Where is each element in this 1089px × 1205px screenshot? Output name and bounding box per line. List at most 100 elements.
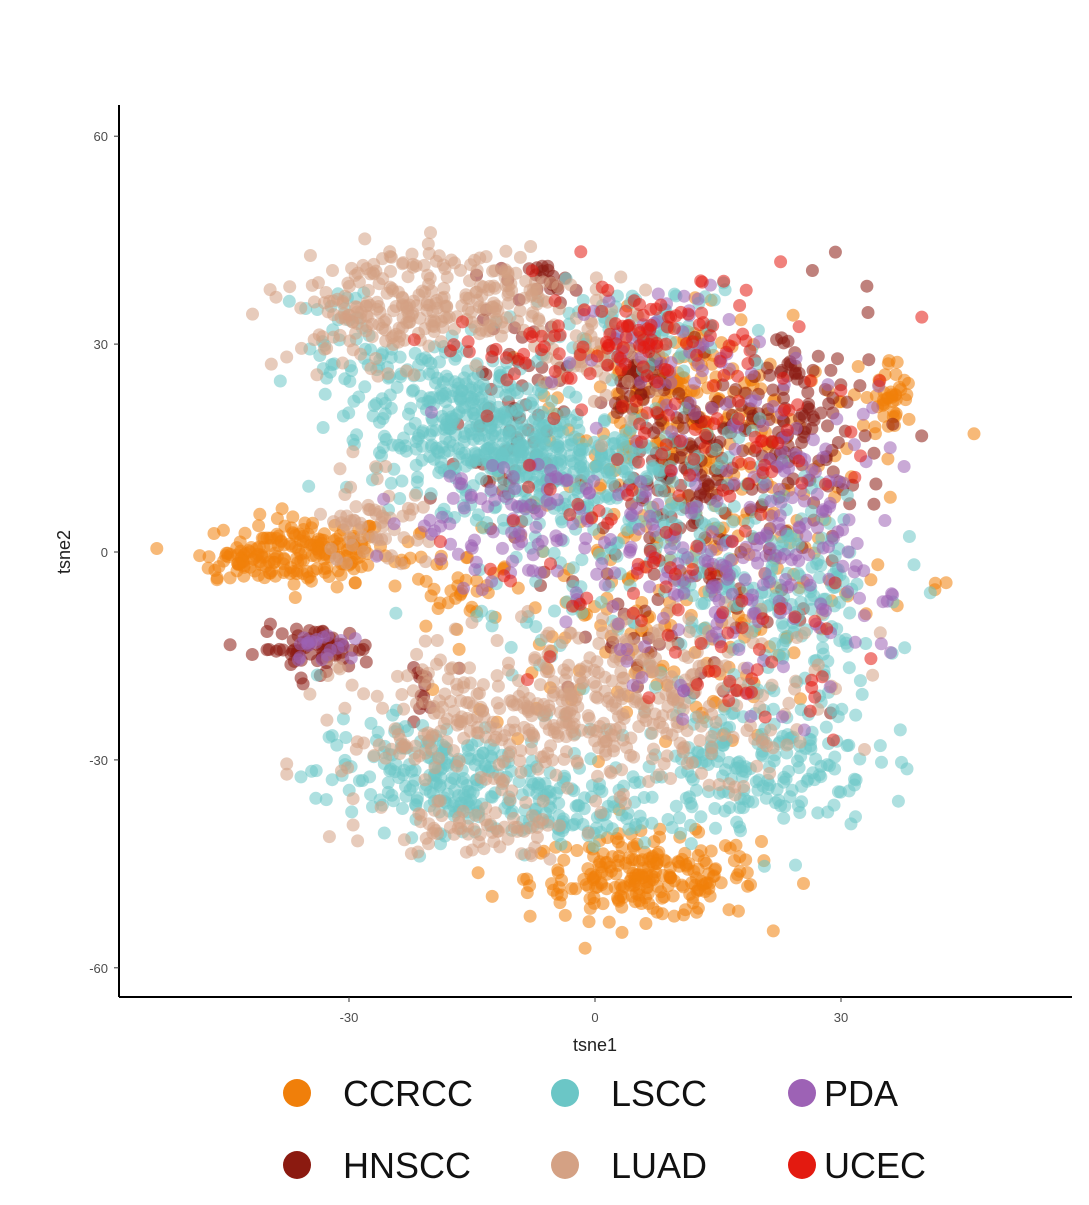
point-ucec: [575, 403, 589, 417]
point-lscc: [875, 755, 888, 769]
point-luad: [361, 283, 375, 297]
point-lscc: [645, 790, 659, 804]
point-ucec: [819, 477, 832, 491]
point-ucec: [742, 477, 756, 491]
point-pda: [613, 643, 627, 656]
point-hnscc: [676, 421, 690, 435]
point-luad: [345, 538, 359, 552]
point-ccrcc: [744, 878, 757, 892]
point-ucec: [683, 468, 697, 482]
point-luad: [582, 711, 596, 725]
point-hnscc: [805, 264, 819, 277]
point-luad: [581, 826, 595, 840]
point-luad: [342, 279, 356, 293]
point-pda: [706, 525, 719, 539]
point-hnscc: [858, 429, 872, 443]
point-luad: [524, 240, 538, 253]
point-ucec: [803, 374, 817, 388]
point-ccrcc: [694, 844, 708, 858]
point-lscc: [811, 806, 825, 820]
point-luad: [519, 796, 533, 809]
point-ucec: [506, 514, 520, 528]
point-lscc: [273, 374, 287, 388]
point-ccrcc: [967, 427, 981, 441]
point-lscc: [485, 619, 499, 633]
point-pda: [743, 500, 757, 514]
point-pda: [856, 407, 870, 421]
point-ucec: [499, 351, 513, 365]
point-luad: [462, 291, 476, 305]
point-luad: [303, 249, 317, 262]
point-ucec: [696, 316, 710, 330]
point-lscc: [342, 406, 356, 420]
point-ccrcc: [578, 941, 592, 955]
point-luad: [324, 542, 338, 556]
point-lscc: [684, 837, 698, 851]
point-hnscc: [766, 383, 780, 397]
point-ccrcc: [270, 512, 284, 525]
point-lscc: [410, 475, 424, 489]
point-luad: [536, 794, 550, 808]
point-lscc: [783, 790, 797, 804]
point-ccrcc: [287, 577, 301, 591]
point-ucec: [563, 508, 577, 522]
point-pda: [857, 609, 871, 623]
point-hnscc: [275, 627, 289, 641]
point-lscc: [347, 394, 361, 408]
x-tick-label: 0: [591, 1010, 598, 1025]
point-pda: [728, 442, 742, 456]
point-pda: [781, 580, 795, 594]
point-lscc: [898, 641, 912, 655]
legend-label-hnscc: HNSCC: [343, 1145, 471, 1186]
point-luad: [750, 759, 764, 773]
point-ucec: [601, 358, 615, 372]
point-ucec: [702, 664, 716, 678]
point-lscc: [503, 404, 517, 418]
point-lscc: [587, 839, 601, 853]
point-luad: [457, 731, 471, 745]
point-pda: [756, 419, 770, 433]
point-lscc: [708, 802, 722, 815]
point-luad: [351, 834, 365, 848]
point-ccrcc: [650, 847, 664, 861]
point-ucec: [732, 412, 746, 426]
point-lscc: [694, 810, 708, 824]
point-pda: [486, 459, 499, 472]
point-lscc: [923, 586, 937, 600]
point-ccrcc: [441, 596, 455, 610]
point-luad: [536, 813, 550, 826]
point-pda: [758, 567, 772, 581]
point-ucec: [673, 434, 687, 448]
point-pda: [841, 585, 855, 599]
point-pda: [797, 723, 811, 737]
point-pda: [598, 578, 612, 592]
point-lscc: [393, 492, 407, 505]
point-luad: [322, 830, 336, 844]
point-ucec: [735, 594, 749, 608]
point-pda: [883, 441, 897, 455]
point-ucec: [485, 350, 499, 364]
point-lscc: [545, 394, 559, 408]
point-luad: [294, 301, 308, 315]
point-pda: [643, 509, 657, 523]
point-ucec: [544, 557, 557, 571]
point-lscc: [757, 859, 771, 873]
point-luad: [418, 634, 432, 648]
point-pda: [841, 545, 855, 559]
point-ucec: [792, 320, 806, 334]
point-luad: [340, 509, 354, 523]
point-pda: [819, 442, 833, 456]
point-ccrcc: [201, 561, 215, 575]
point-lscc: [570, 416, 584, 430]
point-lscc: [629, 818, 643, 832]
point-ucec: [808, 614, 822, 628]
point-luad: [502, 656, 515, 670]
point-ucec: [671, 603, 685, 617]
legend-key-ucec: [788, 1151, 816, 1179]
point-luad: [264, 357, 278, 371]
point-hnscc: [647, 426, 661, 440]
point-luad: [346, 343, 360, 357]
point-ccrcc: [427, 582, 441, 596]
point-pda: [836, 523, 850, 537]
point-pda: [744, 709, 758, 723]
